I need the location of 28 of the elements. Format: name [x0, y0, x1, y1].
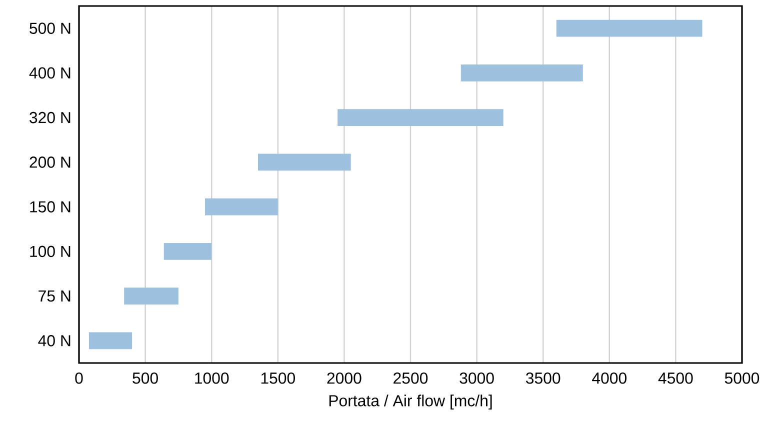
bar — [556, 20, 702, 37]
bar — [88, 332, 132, 350]
x-tick-label: 2000 — [327, 372, 362, 384]
bar — [124, 288, 178, 305]
x-tick-label: 2500 — [394, 372, 428, 384]
x-tick-label: 1000 — [195, 372, 229, 384]
y-tick-label: 75 N — [38, 290, 70, 302]
y-tick-label: 400 N — [29, 67, 70, 79]
x-tick-label: 5000 — [724, 372, 760, 384]
x-axis-title: Portata / Air flow [mc/h] — [329, 394, 492, 410]
x-tick-label: 0 — [75, 372, 83, 384]
bar — [258, 154, 351, 171]
y-tick-label: 40 N — [38, 335, 70, 346]
bar — [338, 109, 504, 126]
x-tick-label: 4000 — [592, 372, 626, 384]
bar — [164, 242, 212, 260]
x-tick-label: 3500 — [526, 372, 560, 384]
y-tick-label: 150 N — [30, 201, 70, 212]
y-tick-label: 320 N — [30, 112, 70, 124]
y-tick-label: 500 N — [30, 22, 70, 34]
x-tick-label: 4500 — [658, 372, 693, 384]
x-tick-label: 3000 — [460, 372, 494, 384]
x-tick-label: 1500 — [261, 372, 295, 384]
y-tick-label: 200 N — [30, 156, 70, 168]
y-tick-label: 100 N — [30, 246, 70, 258]
bar — [204, 198, 278, 216]
x-tick-label: 500 — [132, 372, 158, 384]
bar — [460, 64, 583, 82]
